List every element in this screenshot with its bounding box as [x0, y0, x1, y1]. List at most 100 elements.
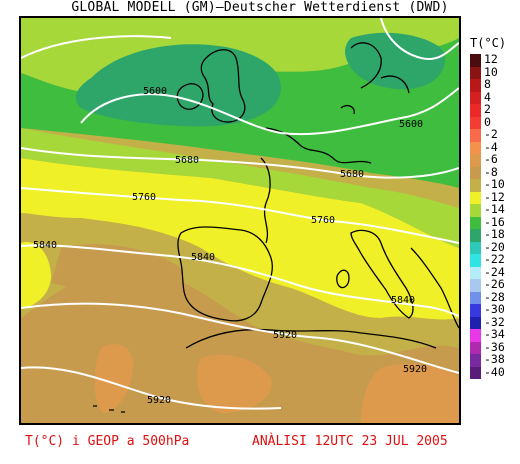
- contour-label-5760-west: 5760: [132, 192, 156, 203]
- legend-row: -22: [466, 252, 520, 267]
- legend-label: -34: [484, 327, 505, 341]
- legend-label: -16: [484, 214, 505, 229]
- contour-label-5920-south: 5920: [147, 395, 171, 406]
- legend-swatch: [470, 241, 481, 254]
- contour-label-5840-west: 5840: [33, 240, 57, 251]
- legend-swatch: [470, 341, 481, 354]
- legend-row: 12: [466, 52, 520, 67]
- legend-row: -10: [466, 177, 520, 192]
- legend-swatch: [470, 204, 481, 217]
- contour-label-5920-central: 5920: [273, 330, 297, 341]
- legend-swatch: [470, 304, 481, 317]
- legend-label: 0: [484, 114, 491, 129]
- legend-label: 2: [484, 102, 491, 116]
- legend-swatch: [470, 216, 481, 229]
- legend-label: -4: [484, 139, 498, 154]
- legend-row: 4: [466, 89, 520, 104]
- legend-swatch: [470, 179, 481, 192]
- band-minus-6-east: [361, 363, 459, 423]
- legend-label: -18: [484, 227, 505, 241]
- legend-swatch: [470, 191, 481, 204]
- legend-label: -32: [484, 314, 505, 329]
- legend-label: -10: [484, 177, 505, 191]
- legend-label: -20: [484, 239, 505, 254]
- band-minus-8-iberia: [51, 244, 183, 299]
- legend-row: -24: [466, 264, 520, 279]
- legend-swatch: [470, 354, 481, 367]
- legend-row: 2: [466, 102, 520, 117]
- weather-map: 5600 5600 5680 5680 5760 5760 5840 5840 …: [19, 16, 461, 425]
- legend-row: -12: [466, 189, 520, 204]
- legend-swatch: [470, 329, 481, 342]
- temperature-field: [21, 18, 459, 423]
- legend-row: -16: [466, 214, 520, 229]
- band-minus-6-atlantic: [94, 344, 134, 413]
- legend-swatch: [470, 279, 481, 292]
- contour-label-5600-west: 5600: [143, 86, 167, 97]
- map-title: GLOBAL MODELL (GM)—Deutscher Wetterdiens…: [71, 0, 449, 15]
- legend-row: 0: [466, 114, 520, 129]
- legend-row: -34: [466, 327, 520, 342]
- legend-label: -24: [484, 264, 505, 279]
- legend-label: -26: [484, 277, 505, 291]
- band-minus-12-west: [21, 242, 51, 308]
- legend-row: -4: [466, 139, 520, 154]
- legend-swatch: [470, 129, 481, 142]
- legend-label: -28: [484, 289, 505, 304]
- contour-label-5840-iberia: 5840: [191, 252, 215, 263]
- legend-label: -38: [484, 352, 505, 366]
- legend-row: -8: [466, 164, 520, 179]
- legend-row: -28: [466, 289, 520, 304]
- geopotential-contours: [21, 18, 459, 410]
- legend-label: -12: [484, 189, 505, 204]
- legend-swatch: [470, 254, 481, 267]
- legend-title: T(°C): [470, 36, 507, 50]
- band-minus-6-africa: [197, 354, 272, 413]
- legend-label: -30: [484, 302, 505, 316]
- contour-label-5920-east: 5920: [403, 364, 427, 375]
- legend-swatch: [470, 166, 481, 179]
- legend-label: 4: [484, 89, 491, 104]
- contour-label-5840-east: 5840: [391, 295, 415, 306]
- band-minus-18-west: [75, 44, 281, 127]
- legend-label: -2: [484, 127, 498, 141]
- legend-swatch: [470, 141, 481, 154]
- contour-label-5680-east: 5680: [340, 169, 364, 180]
- legend-row: 8: [466, 77, 520, 92]
- legend-swatch: [470, 266, 481, 279]
- legend-label: -22: [484, 252, 505, 266]
- legend-swatch: [470, 91, 481, 104]
- legend-label: -8: [484, 164, 498, 179]
- legend-label: 10: [484, 64, 498, 79]
- coastlines: [93, 42, 459, 413]
- legend-label: -14: [484, 202, 505, 216]
- legend-row: -36: [466, 339, 520, 354]
- contour-label-5680-west: 5680: [175, 155, 199, 166]
- legend-label: -6: [484, 152, 498, 166]
- contour-label-5600-east: 5600: [399, 119, 423, 130]
- legend-row: -26: [466, 277, 520, 292]
- legend-row: -30: [466, 302, 520, 317]
- legend-swatch: [470, 116, 481, 129]
- legend-row: -18: [466, 227, 520, 242]
- band-minus-18-east: [345, 32, 445, 90]
- legend-swatch: [470, 104, 481, 117]
- legend-label: -36: [484, 339, 505, 354]
- legend-label: -40: [484, 364, 505, 379]
- legend-row: -14: [466, 202, 520, 217]
- contour-label-5760-east: 5760: [311, 215, 335, 226]
- legend-swatch: [470, 291, 481, 304]
- legend-row: -6: [466, 152, 520, 167]
- footer-analysis-time: ANÀLISI 12UTC 23 JUL 2005: [252, 434, 448, 449]
- legend-swatch: [470, 154, 481, 167]
- legend-row: -38: [466, 352, 520, 367]
- legend-label: 8: [484, 77, 491, 91]
- legend-row: -40: [466, 364, 520, 379]
- legend-swatch: [470, 366, 481, 379]
- legend-swatch: [470, 66, 481, 79]
- legend-row: 10: [466, 64, 520, 79]
- legend-swatch: [470, 54, 481, 67]
- legend-row: -20: [466, 239, 520, 254]
- legend-label: 12: [484, 52, 498, 66]
- legend-row: -32: [466, 314, 520, 329]
